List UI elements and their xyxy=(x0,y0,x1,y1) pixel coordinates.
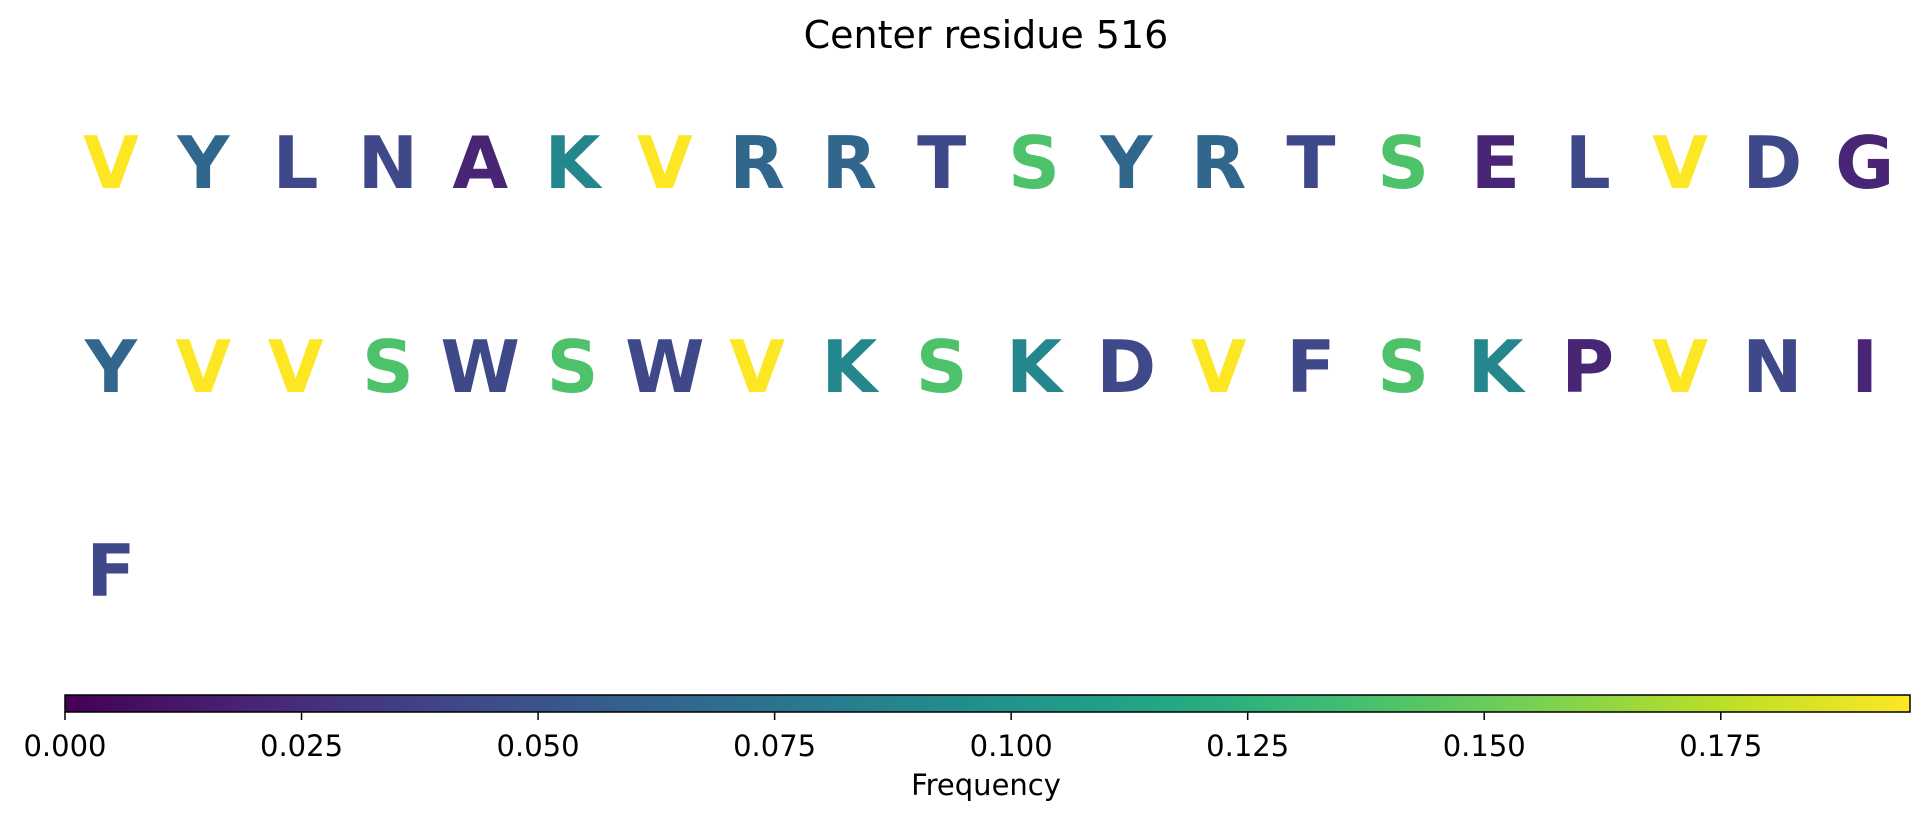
residue-letter: V xyxy=(637,121,693,205)
residue-letter: S xyxy=(362,325,414,409)
colorbar-tick-label: 0.025 xyxy=(260,729,343,763)
residue-letter: V xyxy=(1652,325,1708,409)
residue-letter: R xyxy=(822,121,877,205)
residue-letter: K xyxy=(1006,325,1064,409)
residue-letter: W xyxy=(625,325,704,409)
residue-letter: V xyxy=(175,325,231,409)
residue-letter: D xyxy=(1096,325,1156,409)
residue-letter: R xyxy=(729,121,784,205)
colorbar-tick-label: 0.050 xyxy=(497,729,580,763)
residue-letter: L xyxy=(273,121,319,205)
residue-letter: K xyxy=(545,121,603,205)
colorbar-gradient xyxy=(64,694,1911,713)
colorbar: 0.000 0.025 0.050 0.075 0.100 0.125 0.150 0.175… xyxy=(23,694,1911,802)
residue-letter: F xyxy=(1286,325,1335,409)
residue-letter: S xyxy=(1377,325,1429,409)
colorbar-label: Frequency xyxy=(911,768,1061,802)
colorbar-tick-label: 0.000 xyxy=(23,729,106,763)
chart-title: Center residue 516 xyxy=(804,13,1169,57)
colorbar-tick-label: 0.125 xyxy=(1206,729,1289,763)
residue-letter: D xyxy=(1743,121,1803,205)
residue-letter: P xyxy=(1561,325,1614,409)
residue-letter: V xyxy=(1652,121,1708,205)
residue-letter: V xyxy=(1191,325,1247,409)
residue-letter: Y xyxy=(176,121,230,205)
colorbar-tick-label: 0.075 xyxy=(733,729,816,763)
residue-letter: V xyxy=(729,325,785,409)
colorbar-tick-label: 0.150 xyxy=(1443,729,1526,763)
residue-letter: F xyxy=(86,529,135,613)
residue-letter: Y xyxy=(1099,121,1153,205)
residue-letter: E xyxy=(1471,121,1520,205)
residue-letter: N xyxy=(358,121,418,205)
residue-letter: A xyxy=(452,121,508,205)
residue-letter: N xyxy=(1742,325,1802,409)
residue-letter: L xyxy=(1565,121,1611,205)
residue-letter: I xyxy=(1851,325,1878,409)
residue-letter: T xyxy=(917,121,966,205)
residue-grid: V Y L N A K V R R T S Y R T S E L V D GY V V S W S W V K S K D V F S K P V N I… xyxy=(83,121,1894,613)
residue-letter: K xyxy=(822,325,880,409)
residue-letter: S xyxy=(547,325,599,409)
residue-letter: V xyxy=(268,325,324,409)
colorbar-tick-label: 0.175 xyxy=(1679,729,1762,763)
residue-letter: G xyxy=(1835,121,1894,205)
residue-letter: S xyxy=(1008,121,1060,205)
colorbar-ticks: 0.000 0.025 0.050 0.075 0.100 0.125 0.150 0.175 xyxy=(23,712,1762,763)
residue-letter: S xyxy=(1377,121,1429,205)
residue-letter: T xyxy=(1286,121,1335,205)
colorbar-tick-label: 0.100 xyxy=(970,729,1053,763)
residue-letter: R xyxy=(1191,121,1246,205)
residue-letter: S xyxy=(916,325,968,409)
residue-letter: V xyxy=(83,121,139,205)
residue-letter: K xyxy=(1468,325,1526,409)
residue-letter: W xyxy=(440,325,519,409)
residue-letter: Y xyxy=(84,325,138,409)
